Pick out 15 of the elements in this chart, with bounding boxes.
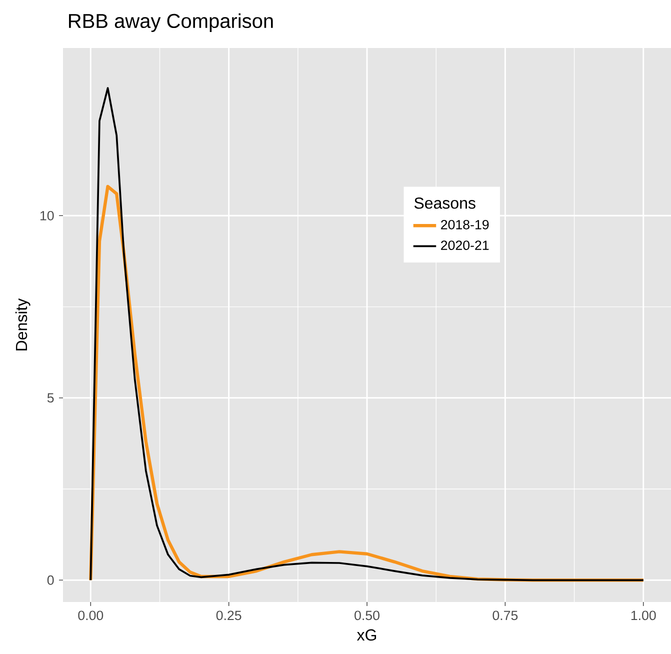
- y-tick-label: 10: [40, 210, 54, 220]
- line-series: [90, 87, 644, 582]
- x-tick-label: 0.50: [354, 610, 380, 620]
- y-tick-label: 5: [47, 393, 54, 403]
- x-tick-label: 0.75: [492, 610, 518, 620]
- legend-label: 2020-21: [441, 240, 489, 250]
- legend-title: Seasons: [414, 197, 476, 209]
- y-tick-label: 0: [47, 575, 54, 585]
- x-axis-title: xG: [356, 629, 376, 641]
- x-tick-label: 0.25: [216, 610, 242, 620]
- chart-title: RBB away Comparison: [69, 13, 273, 32]
- x-tick-label: 1.00: [631, 610, 656, 620]
- y-axis-title: Density: [15, 298, 30, 350]
- legend-label: 2018-19: [441, 220, 489, 230]
- x-tick-label: 0.00: [78, 610, 104, 620]
